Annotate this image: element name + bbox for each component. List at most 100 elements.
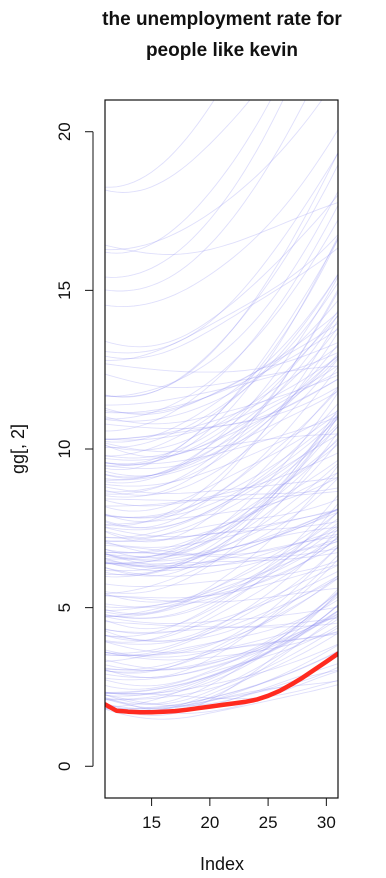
background-series-line — [105, 282, 338, 449]
background-series-line — [105, 327, 338, 479]
background-series-line — [105, 352, 338, 406]
background-series-line — [105, 604, 338, 708]
background-series-line — [105, 552, 338, 565]
background-series-line — [105, 312, 338, 414]
background-series-line — [105, 357, 338, 480]
background-series-line — [105, 358, 338, 496]
background-series-line — [105, 355, 338, 469]
background-series-line — [105, 152, 338, 398]
background-series-line — [105, 441, 338, 576]
y-tick-label: 10 — [55, 440, 74, 459]
background-series-line — [105, 536, 338, 642]
chart-title-line-2: people like kevin — [146, 40, 298, 61]
background-series-line — [105, 310, 338, 467]
background-series-line — [105, 625, 338, 690]
background-series-line — [105, 100, 215, 188]
background-series-line — [105, 389, 338, 529]
background-series-line — [105, 524, 338, 619]
background-series-line — [105, 615, 338, 709]
background-series-line — [105, 490, 338, 501]
background-series-line — [105, 129, 338, 308]
background-series-line — [105, 416, 338, 578]
background-series-line — [105, 409, 338, 577]
background-series-line — [105, 425, 338, 557]
background-series-line — [105, 533, 338, 618]
background-series-line — [105, 575, 338, 642]
background-series-line — [105, 575, 338, 656]
background-series-line — [105, 365, 338, 389]
background-series-line — [105, 526, 338, 556]
background-series-line — [105, 239, 338, 471]
background-series-line — [105, 315, 338, 459]
background-series-line — [105, 588, 338, 696]
background-series-line — [105, 614, 338, 679]
background-series-line — [105, 472, 338, 541]
background-series-line — [105, 593, 338, 681]
y-tick-label: 5 — [55, 603, 74, 612]
background-series-line — [105, 533, 338, 556]
background-series-line — [105, 541, 338, 577]
background-series-line — [105, 618, 338, 705]
background-series-line — [105, 344, 338, 493]
background-series-line — [105, 476, 338, 525]
background-series-line — [105, 386, 338, 440]
background-series-line — [105, 371, 338, 458]
background-series-line — [105, 526, 338, 630]
background-series-line — [105, 564, 338, 599]
background-series-line — [105, 289, 338, 498]
background-series-line — [105, 194, 338, 348]
background-series-line — [105, 560, 338, 587]
background-series-line — [105, 633, 338, 654]
background-series-line — [105, 459, 338, 554]
background-series-line — [105, 219, 338, 420]
x-tick-label: 25 — [259, 813, 278, 832]
background-series-line — [105, 374, 338, 425]
x-axis-label: Index — [200, 854, 244, 874]
background-series-line — [105, 437, 338, 560]
highlight-series-group — [105, 651, 338, 715]
background-series-line — [105, 554, 338, 678]
background-series-line — [105, 100, 272, 254]
background-series-line — [105, 332, 338, 527]
background-series-line — [105, 616, 338, 658]
background-series-line — [105, 416, 338, 576]
background-series-line — [105, 511, 338, 569]
background-series-line — [105, 238, 338, 465]
background-series-line — [105, 415, 338, 558]
background-series-line — [105, 205, 338, 432]
background-series-line — [105, 592, 338, 670]
background-series-line — [105, 328, 338, 414]
background-series-line — [105, 684, 338, 720]
highlight-series-line — [105, 651, 338, 715]
background-series-line — [105, 412, 338, 512]
background-series-line — [105, 617, 338, 628]
background-series-line — [105, 416, 338, 465]
background-series-line — [105, 540, 338, 603]
background-series-line — [105, 423, 338, 539]
background-series-line — [105, 320, 338, 522]
chart-title-line-1: the unemployment rate for — [102, 9, 342, 30]
background-series-line — [105, 599, 338, 663]
background-series-line — [105, 276, 338, 484]
background-series-line — [105, 494, 338, 637]
background-series-line — [105, 152, 338, 354]
background-series-line — [105, 472, 338, 565]
background-series-line — [105, 592, 338, 700]
background-series-line — [105, 414, 338, 518]
background-series-line — [105, 630, 338, 671]
background-series-line — [105, 596, 338, 687]
background-series-line — [105, 643, 338, 695]
background-series-line — [105, 392, 338, 564]
background-series-line — [105, 546, 338, 656]
background-series-line — [105, 164, 338, 398]
background-series-line — [105, 378, 338, 461]
background-series-line — [105, 100, 306, 292]
background-series-line — [105, 631, 338, 661]
background-series-line — [105, 650, 338, 710]
background-series-line — [105, 378, 338, 430]
background-series-line — [105, 622, 338, 633]
background-series-line — [105, 613, 338, 671]
background-series-line — [105, 510, 338, 538]
